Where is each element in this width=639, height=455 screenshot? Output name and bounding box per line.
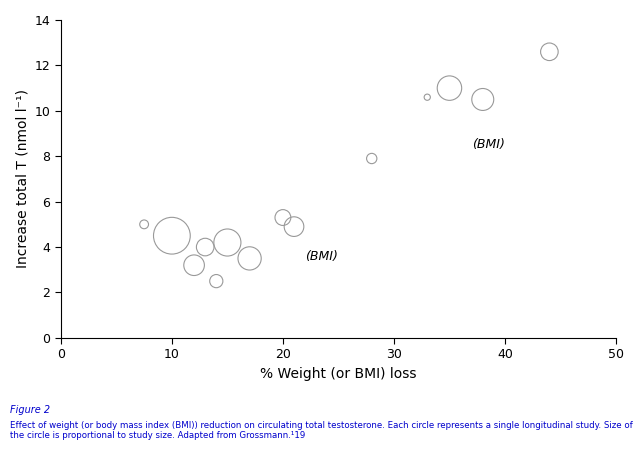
- Point: [167, 232, 177, 239]
- Text: (BMI): (BMI): [305, 250, 338, 263]
- Point: [200, 243, 210, 251]
- Point: [222, 239, 233, 246]
- Point: [211, 278, 221, 285]
- Point: [544, 48, 555, 56]
- Y-axis label: Increase total T (nmol l⁻¹): Increase total T (nmol l⁻¹): [15, 90, 29, 268]
- Point: [189, 262, 199, 269]
- X-axis label: % Weight (or BMI) loss: % Weight (or BMI) loss: [260, 367, 417, 381]
- Text: (BMI): (BMI): [472, 138, 505, 152]
- Point: [367, 155, 377, 162]
- Point: [422, 94, 433, 101]
- Point: [278, 214, 288, 221]
- Text: Effect of weight (or body mass index (BMI)) reduction on circulating total testo: Effect of weight (or body mass index (BM…: [10, 421, 633, 440]
- Point: [444, 85, 454, 92]
- Point: [477, 96, 488, 103]
- Point: [245, 255, 255, 262]
- Text: Figure 2: Figure 2: [10, 405, 50, 415]
- Point: [289, 223, 299, 230]
- Point: [139, 221, 150, 228]
